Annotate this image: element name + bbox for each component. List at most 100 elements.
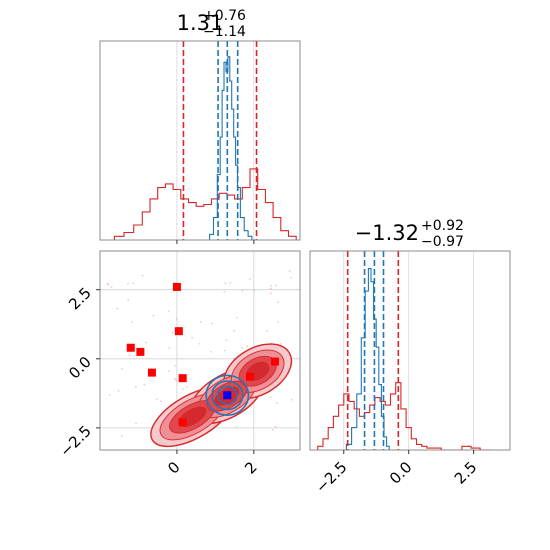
panel-frame xyxy=(99,250,301,451)
x-tick-label: 0 xyxy=(164,458,183,477)
blue-contour-2 xyxy=(216,385,238,405)
sample-point xyxy=(290,398,293,401)
sample-point xyxy=(210,350,213,353)
red-marker xyxy=(126,343,135,352)
histogram-series-1 xyxy=(209,56,256,240)
panel-background xyxy=(310,251,510,450)
sample-point xyxy=(167,310,170,313)
sample-point xyxy=(110,286,113,288)
red-marker xyxy=(136,347,145,356)
sample-point xyxy=(145,341,148,344)
red-marker xyxy=(147,368,156,377)
sample-point xyxy=(108,394,111,396)
sample-point xyxy=(200,321,202,323)
x-tick-label: −2.5 xyxy=(312,458,350,496)
x-tick-label: 0.0 xyxy=(386,458,416,488)
sample-point xyxy=(155,398,158,401)
sample-point xyxy=(174,378,177,381)
red-marker xyxy=(178,418,187,427)
sample-point xyxy=(127,299,130,302)
sample-point xyxy=(274,426,277,428)
sample-point xyxy=(160,400,162,403)
sample-point xyxy=(185,386,188,389)
sample-point xyxy=(279,342,282,345)
marginal-2-title-value: −1.32 xyxy=(355,221,419,245)
sample-point xyxy=(271,429,274,431)
sample-point xyxy=(143,383,146,386)
sample-point xyxy=(121,367,123,370)
sample-point xyxy=(120,435,123,437)
y-tick-label: 0.0 xyxy=(65,353,95,383)
sample-point xyxy=(233,329,235,332)
sample-point xyxy=(191,336,193,339)
panel-frame xyxy=(99,40,301,241)
red-marker xyxy=(271,357,279,366)
sample-point xyxy=(266,329,268,332)
y-tick-label: 2.5 xyxy=(65,284,95,314)
sample-point xyxy=(152,314,155,317)
sample-point xyxy=(127,282,129,285)
sample-point xyxy=(167,370,170,373)
marginal-1-title-value: 1.31 xyxy=(177,11,224,35)
red-marker xyxy=(178,374,187,383)
sample-point xyxy=(135,422,137,425)
sample-point xyxy=(236,316,238,319)
truth-marker xyxy=(223,391,232,400)
sample-point xyxy=(141,274,144,277)
marginal-1-title-sup: +0.76 xyxy=(203,8,246,24)
blue-contour-1 xyxy=(211,380,244,411)
sample-point xyxy=(253,289,256,292)
sample-point xyxy=(269,292,272,295)
sample-point xyxy=(223,349,226,352)
sample-point xyxy=(270,287,272,290)
sample-point xyxy=(246,345,248,348)
red-marker xyxy=(174,327,183,336)
sample-point xyxy=(277,301,279,304)
sample-point xyxy=(175,379,178,382)
sample-point xyxy=(132,282,135,285)
marginal-1-panel xyxy=(99,40,301,244)
sample-point xyxy=(229,281,232,284)
sample-point xyxy=(128,354,131,356)
sample-point xyxy=(277,321,280,323)
sample-point xyxy=(211,322,213,325)
sample-point xyxy=(270,284,273,287)
sample-point xyxy=(241,346,244,349)
marginal-2-panel: −2.5 0.0 2.5 xyxy=(309,250,511,497)
sample-point xyxy=(223,290,226,293)
joint-panel: 0 2 2.5 0.0 −2.5 xyxy=(56,250,301,478)
sample-point xyxy=(134,385,137,388)
sample-point xyxy=(171,332,174,335)
y-tick-label: −2.5 xyxy=(56,422,94,460)
sample-point xyxy=(198,342,201,345)
sample-point xyxy=(107,283,110,286)
sample-point xyxy=(290,277,292,279)
sample-point xyxy=(235,426,238,429)
sample-point xyxy=(116,307,119,310)
marginal-2-title-sub: −0.97 xyxy=(421,234,464,250)
sample-point xyxy=(117,389,120,392)
sample-point xyxy=(275,284,277,287)
histogram-series-0 xyxy=(113,168,297,240)
sample-point xyxy=(225,339,228,342)
blue-contour-0 xyxy=(205,374,250,416)
marginal-1-title-sub: −1.14 xyxy=(203,24,246,40)
marginal-2-title-sup: +0.92 xyxy=(421,218,464,234)
panel-frame xyxy=(309,250,511,451)
sample-point xyxy=(168,347,170,349)
x-tick-label: 2.5 xyxy=(451,458,481,488)
sample-point xyxy=(241,289,244,292)
red-marker xyxy=(246,372,254,381)
sample-point xyxy=(276,402,279,404)
sample-point xyxy=(181,388,184,391)
sample-point xyxy=(249,278,252,281)
sample-point xyxy=(288,270,291,273)
sample-point xyxy=(130,321,133,324)
marginal-1-title: 1.31 xyxy=(177,11,224,35)
sample-point xyxy=(269,396,272,399)
sample-point xyxy=(224,282,227,285)
sample-point xyxy=(174,364,176,367)
x-tick-label: 2 xyxy=(241,458,260,477)
red-marker xyxy=(172,282,181,291)
